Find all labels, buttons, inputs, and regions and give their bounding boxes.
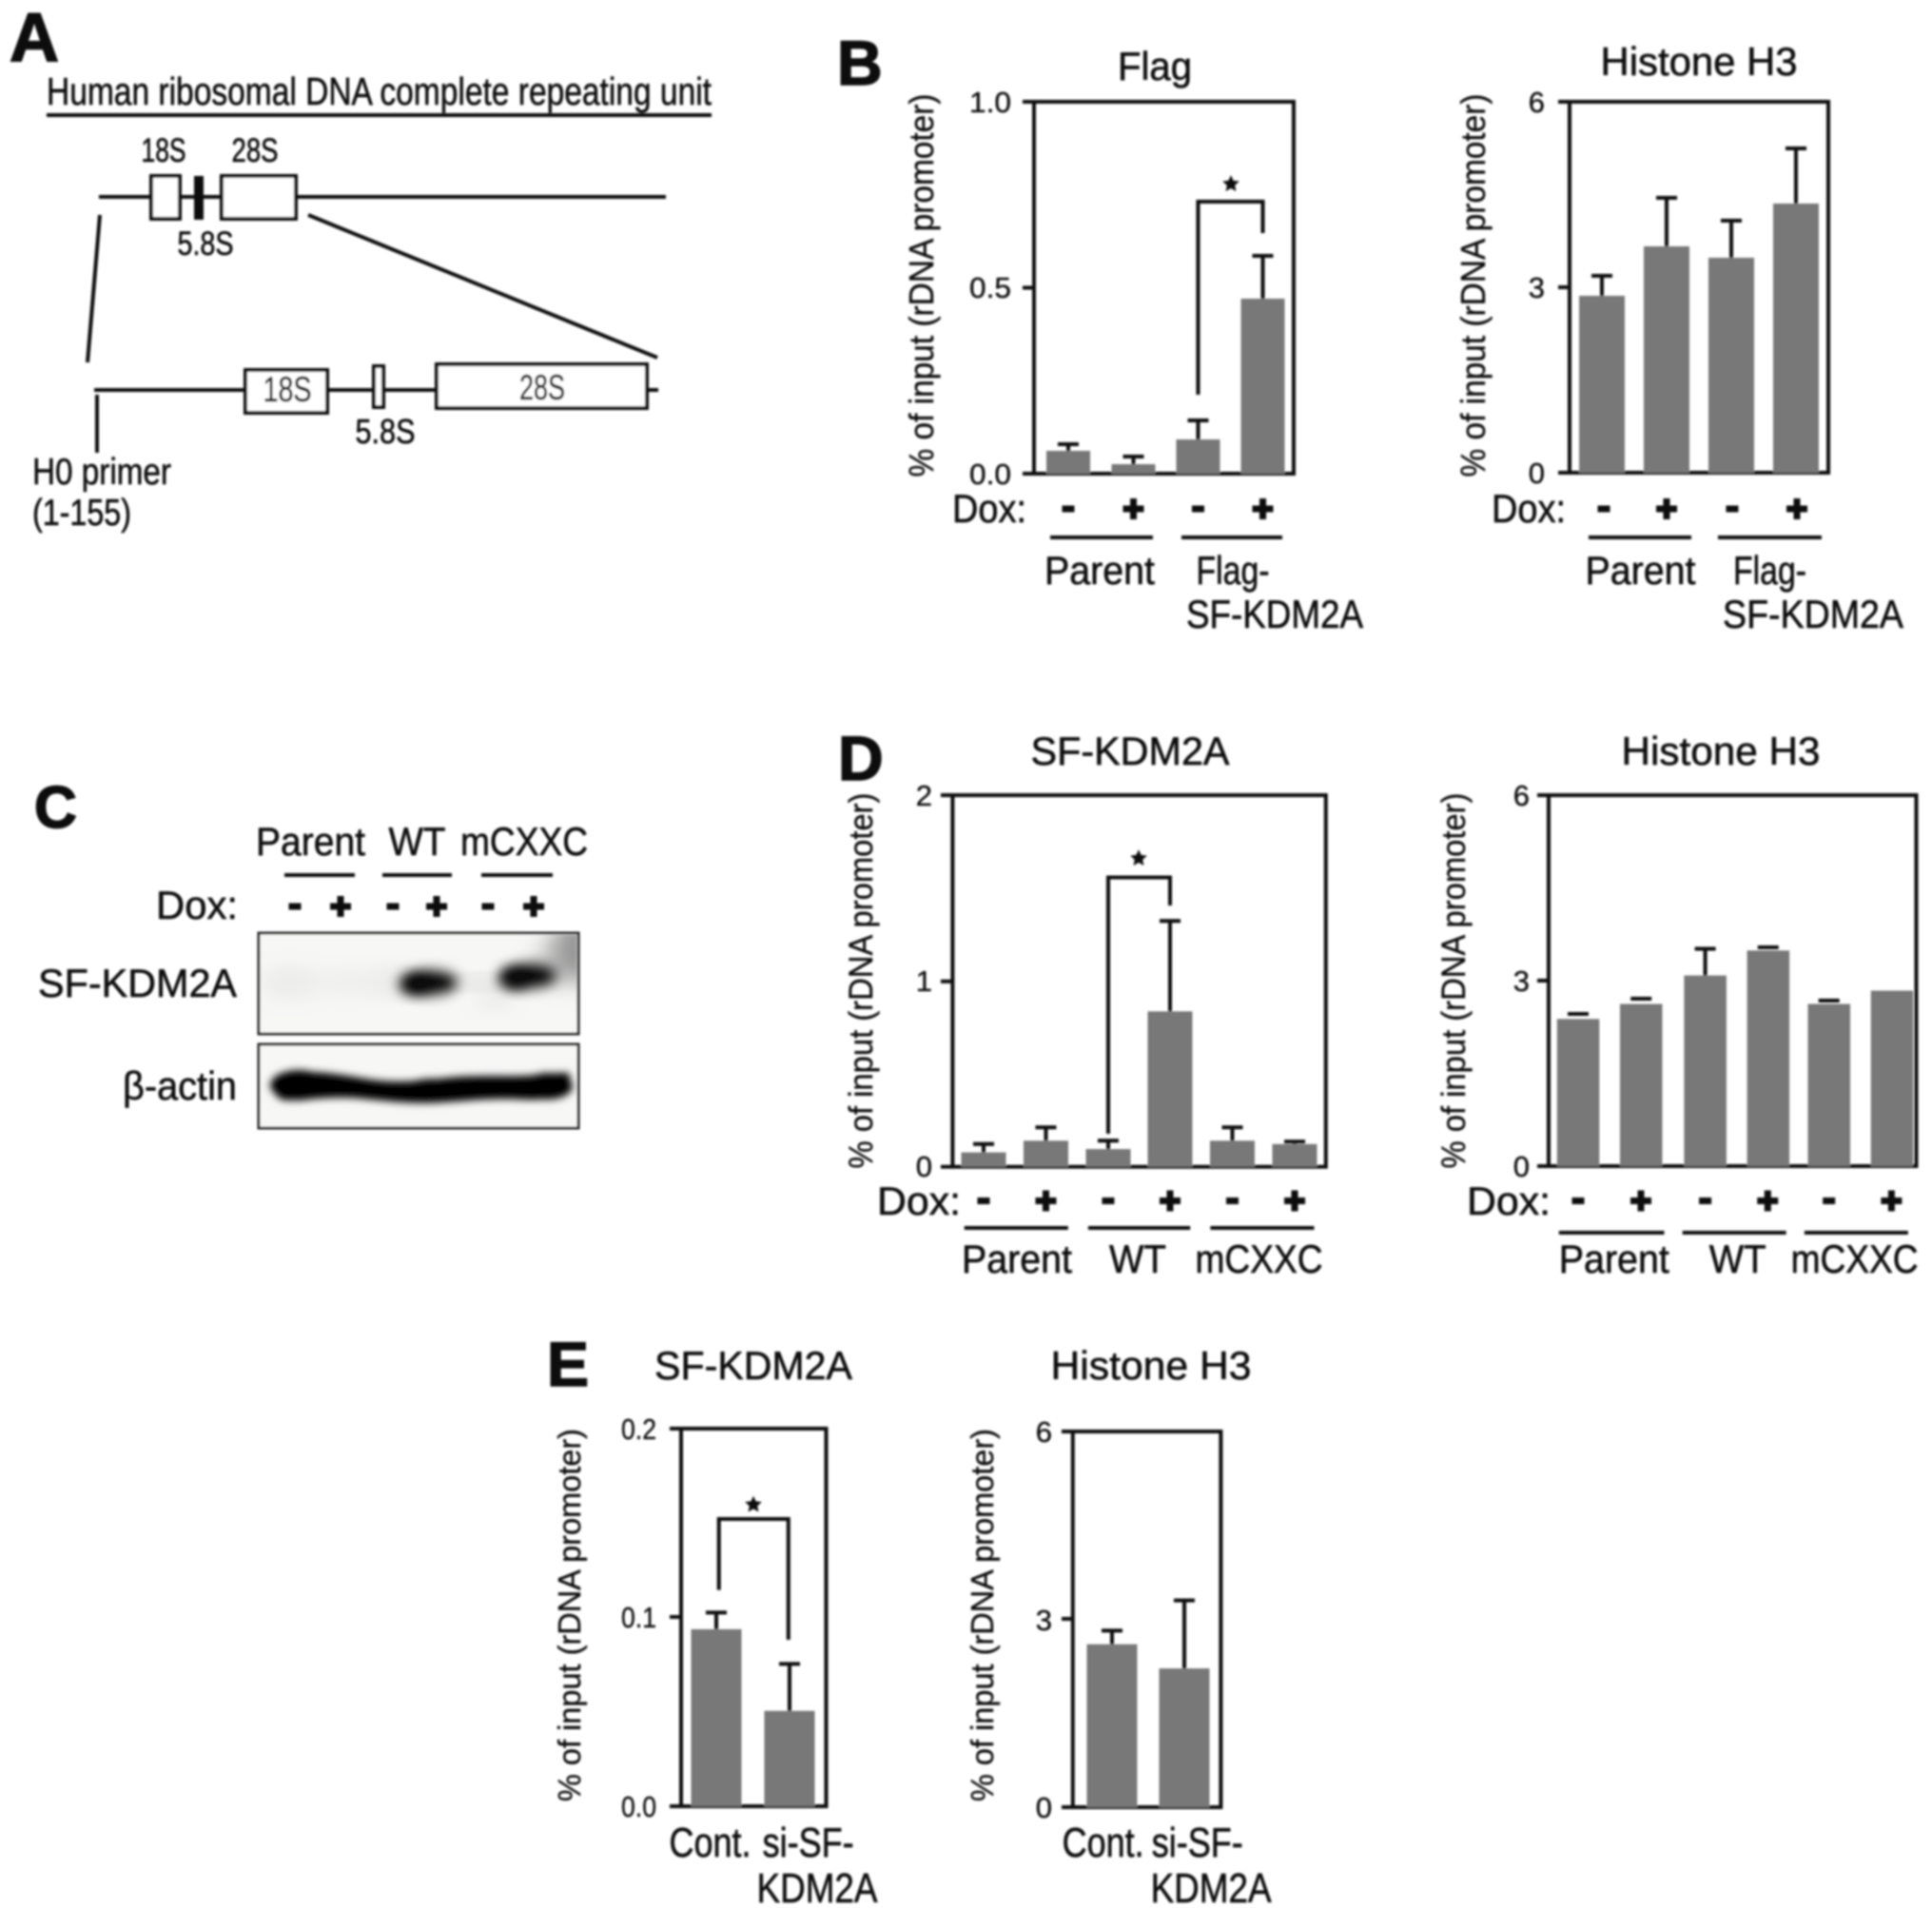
svg-text:β-actin: β-actin [123, 1063, 237, 1108]
svg-text:5.8S: 5.8S [356, 412, 416, 451]
svg-text:WT: WT [1109, 1236, 1166, 1281]
svg-text:D: D [838, 723, 884, 793]
svg-text:Cont.: Cont. [1063, 1820, 1144, 1866]
svg-text:3: 3 [1529, 271, 1545, 304]
svg-text:KDM2A: KDM2A [1151, 1865, 1273, 1908]
svg-text:mCXXC: mCXXC [460, 819, 588, 864]
svg-text:0: 0 [1529, 457, 1545, 490]
svg-text:Parent: Parent [1586, 548, 1696, 593]
svg-text:6: 6 [1513, 779, 1530, 812]
svg-text:18S: 18S [142, 132, 186, 169]
svg-text:mCXXC: mCXXC [1791, 1236, 1919, 1281]
svg-text:E: E [547, 1329, 589, 1399]
svg-text:5.8S: 5.8S [178, 225, 234, 263]
svg-text:0.2: 0.2 [621, 1412, 656, 1446]
svg-text:(1-155): (1-155) [32, 493, 131, 534]
svg-text:0: 0 [1036, 1791, 1052, 1824]
svg-text:si-SF-: si-SF- [763, 1820, 854, 1866]
svg-text:SF-KDM2A: SF-KDM2A [38, 961, 237, 1005]
svg-text:A: A [10, 0, 59, 76]
svg-text:mCXXC: mCXXC [1196, 1236, 1323, 1281]
svg-text:28S: 28S [232, 132, 279, 169]
svg-text:WT: WT [1709, 1236, 1766, 1281]
svg-text:Flag-: Flag- [1733, 548, 1806, 593]
svg-text:Flag: Flag [1118, 44, 1192, 88]
svg-text:1: 1 [916, 964, 932, 998]
svg-text:% of input (rDNA promoter): % of input (rDNA promoter) [902, 94, 941, 477]
svg-text:0: 0 [916, 1150, 932, 1183]
svg-text:0: 0 [1513, 1150, 1530, 1183]
svg-text:Histone H3: Histone H3 [1051, 1343, 1252, 1388]
svg-text:1.0: 1.0 [969, 86, 1011, 119]
svg-text:Histone H3: Histone H3 [1622, 729, 1821, 773]
svg-text:0.5: 0.5 [969, 271, 1011, 304]
svg-text:0.0: 0.0 [969, 458, 1011, 491]
svg-text:6: 6 [1529, 86, 1545, 119]
svg-text:% of input (rDNA promoter): % of input (rDNA promoter) [965, 1429, 1000, 1801]
svg-text:SF-KDM2A: SF-KDM2A [1031, 729, 1230, 773]
svg-text:Dox:: Dox: [156, 883, 238, 927]
svg-text:% of input (rDNA promoter): % of input (rDNA promoter) [843, 793, 880, 1169]
svg-text:6: 6 [1036, 1415, 1052, 1449]
svg-text:Dox:: Dox: [952, 486, 1026, 531]
svg-text:Cont.: Cont. [670, 1820, 751, 1866]
svg-text:% of input (rDNA promoter): % of input (rDNA promoter) [552, 1429, 587, 1801]
svg-text:0.0: 0.0 [621, 1790, 656, 1823]
svg-text:2: 2 [916, 779, 932, 812]
svg-text:Parent: Parent [1559, 1236, 1669, 1281]
svg-text:H0 primer: H0 primer [32, 452, 171, 493]
svg-text:% of input (rDNA promoter): % of input (rDNA promoter) [1454, 94, 1493, 477]
svg-text:SF-KDM2A: SF-KDM2A [1723, 592, 1903, 636]
svg-text:KDM2A: KDM2A [757, 1865, 879, 1908]
svg-text:Dox:: Dox: [1492, 486, 1566, 531]
svg-text:Parent: Parent [256, 819, 365, 864]
svg-text:Parent: Parent [962, 1236, 1072, 1281]
svg-text:% of input (rDNA promoter): % of input (rDNA promoter) [1435, 793, 1473, 1169]
svg-text:3: 3 [1036, 1604, 1052, 1637]
svg-text:SF-KDM2A: SF-KDM2A [1186, 592, 1363, 636]
svg-text:Dox:: Dox: [877, 1178, 961, 1223]
svg-text:0.1: 0.1 [621, 1601, 656, 1634]
svg-text:Human ribosomal DNA complete r: Human ribosomal DNA complete repeating u… [47, 69, 712, 113]
svg-text:18S: 18S [263, 370, 312, 409]
svg-text:SF-KDM2A: SF-KDM2A [654, 1343, 852, 1388]
svg-text:Parent: Parent [1044, 548, 1155, 593]
svg-text:C: C [34, 775, 77, 841]
svg-text:B: B [837, 28, 883, 98]
svg-text:Dox:: Dox: [1467, 1178, 1551, 1223]
svg-text:Flag-: Flag- [1197, 548, 1270, 593]
svg-text:Histone H3: Histone H3 [1601, 39, 1798, 84]
svg-text:28S: 28S [519, 368, 565, 407]
svg-text:si-SF-: si-SF- [1152, 1820, 1243, 1866]
svg-text:WT: WT [389, 819, 446, 864]
svg-text:3: 3 [1513, 964, 1530, 998]
